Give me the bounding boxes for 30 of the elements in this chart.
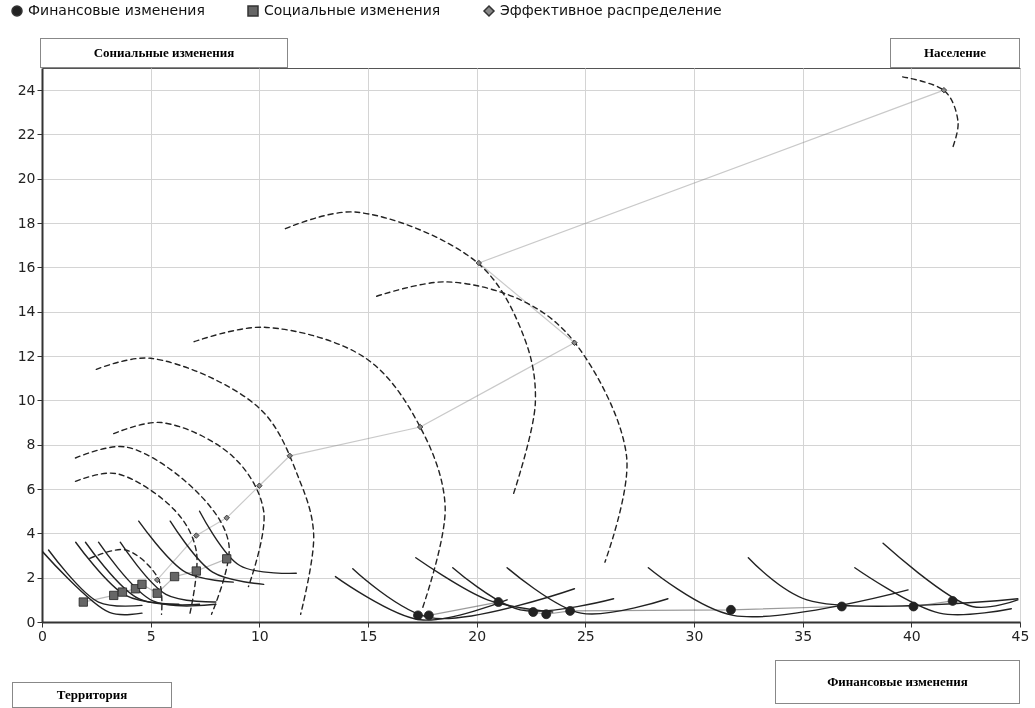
legend-label: Социальные изменения <box>264 2 441 18</box>
legend-label: Эффективное распределение <box>500 2 722 18</box>
y-axis-title: Сониальные изменения <box>40 38 288 68</box>
y-tick-label: 6 <box>26 480 36 497</box>
x-tick-label: 5 <box>146 627 156 644</box>
y-tick-label: 4 <box>26 524 36 541</box>
y-tick-label: 16 <box>17 258 36 275</box>
y-tick-label: 22 <box>17 125 36 142</box>
x-tick-label: 25 <box>576 627 595 644</box>
text: Население <box>890 38 1020 68</box>
x-axis-title: Финансовые изменения <box>775 660 1020 704</box>
text: Территория <box>12 682 172 708</box>
x-tick-label: 0 <box>38 627 47 644</box>
x-tick-label: 15 <box>359 627 378 644</box>
y-tick-label: 2 <box>26 569 36 586</box>
y-tick-label: 20 <box>17 170 36 187</box>
y-tick-label: 14 <box>17 303 36 320</box>
legend-label: Финансовые изменения <box>28 2 205 18</box>
x-tick-label: 20 <box>468 627 487 644</box>
x-tick-label: 10 <box>250 627 269 644</box>
y-tick-label: 18 <box>17 214 36 231</box>
x-tick-label: 40 <box>902 627 921 644</box>
y-tick-label: 24 <box>17 81 36 98</box>
x-tick-label: 30 <box>685 627 704 644</box>
x-tick-label: 45 <box>1011 627 1030 644</box>
y-tick-label: 0 <box>26 613 36 630</box>
x-tick-label: 35 <box>794 627 813 644</box>
y-tick-label: 10 <box>17 391 36 408</box>
y-tick-label: 12 <box>17 347 36 364</box>
y-tick-label: 8 <box>26 436 36 453</box>
